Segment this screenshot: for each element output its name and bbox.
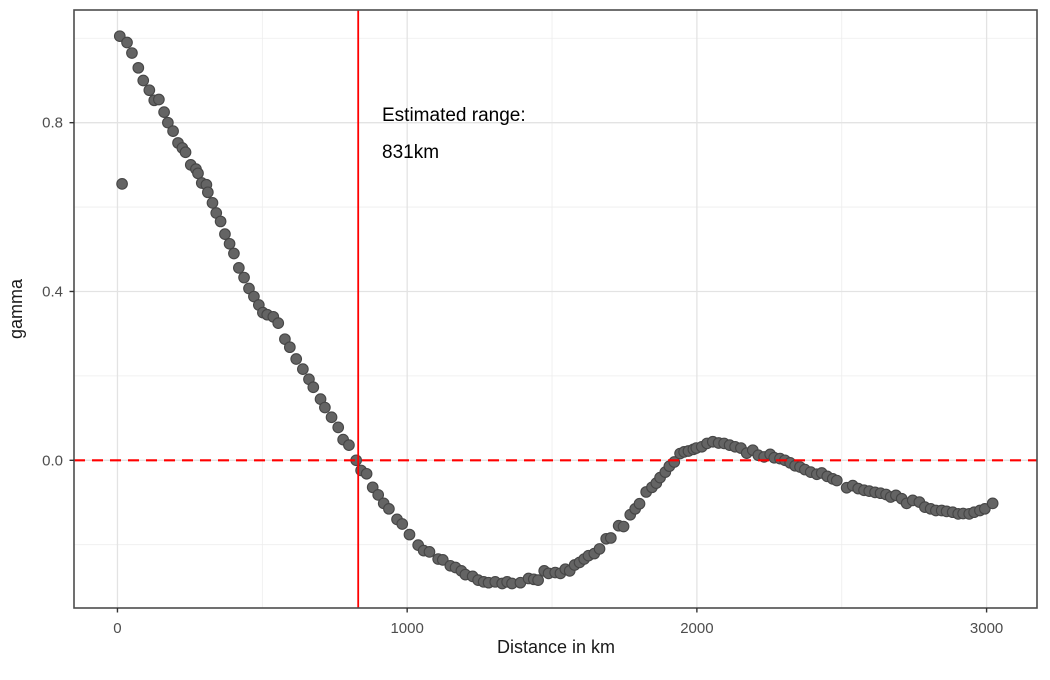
data-point: [126, 47, 138, 59]
data-point: [137, 74, 150, 87]
data-point: [192, 167, 204, 180]
data-point: [132, 61, 145, 74]
data-point: [830, 474, 843, 487]
data-point: [436, 554, 449, 566]
data-point: [283, 341, 296, 354]
panel-border: [73, 9, 1038, 609]
data-point: [206, 197, 219, 209]
y-tick-label: 0.0: [42, 452, 63, 469]
x-tick-label: 0: [113, 620, 121, 637]
estimated-range-annotation-line1: Estimated range:: [382, 105, 526, 126]
data-point: [167, 125, 179, 137]
grid-layer: [74, 10, 1037, 608]
data-point: [332, 421, 345, 434]
data-point: [396, 518, 409, 530]
data-point: [143, 84, 156, 97]
data-point: [532, 574, 544, 586]
data-point: [297, 363, 309, 375]
data-point: [223, 237, 236, 250]
data-point: [121, 36, 133, 49]
data-point: [372, 489, 385, 501]
data-point: [228, 247, 240, 260]
data-point: [158, 106, 170, 118]
estimated-range-annotation-line2: 831km: [382, 142, 439, 163]
data-point: [319, 401, 331, 414]
data-point: [403, 528, 416, 541]
y-tick-label: 0.8: [42, 115, 63, 132]
x-tick-label: 1000: [390, 620, 423, 637]
data-point: [153, 93, 165, 106]
data-point: [113, 30, 126, 43]
data-point: [979, 502, 991, 515]
y-axis-title: gamma: [6, 278, 26, 339]
x-axis-title: Distance in km: [497, 637, 615, 657]
data-point: [986, 497, 999, 510]
data-point: [325, 411, 338, 424]
data-point: [343, 439, 355, 451]
data-point: [116, 178, 128, 190]
data-point: [214, 215, 227, 228]
data-point: [219, 228, 231, 240]
reference-lines-layer: [74, 10, 1037, 608]
y-tick-label: 0.4: [42, 283, 63, 300]
data-point: [179, 146, 192, 159]
data-point: [423, 546, 436, 558]
axes-layer: 0 1000 2000 3000 0.0 0.4 0.8: [42, 9, 1038, 637]
x-tick-label: 2000: [680, 620, 713, 637]
data-point: [360, 467, 373, 480]
x-tick-label: 3000: [970, 620, 1003, 637]
data-point: [383, 502, 395, 515]
data-point: [162, 116, 174, 129]
data-point: [272, 317, 285, 329]
data-point: [201, 186, 214, 199]
data-point: [604, 532, 617, 544]
data-point: [232, 262, 245, 274]
data-point: [617, 520, 630, 533]
data-point: [633, 497, 646, 510]
data-point: [307, 381, 320, 394]
data-point: [238, 271, 250, 284]
data-point: [593, 543, 606, 555]
points-layer: [113, 30, 999, 590]
data-point: [290, 353, 303, 365]
